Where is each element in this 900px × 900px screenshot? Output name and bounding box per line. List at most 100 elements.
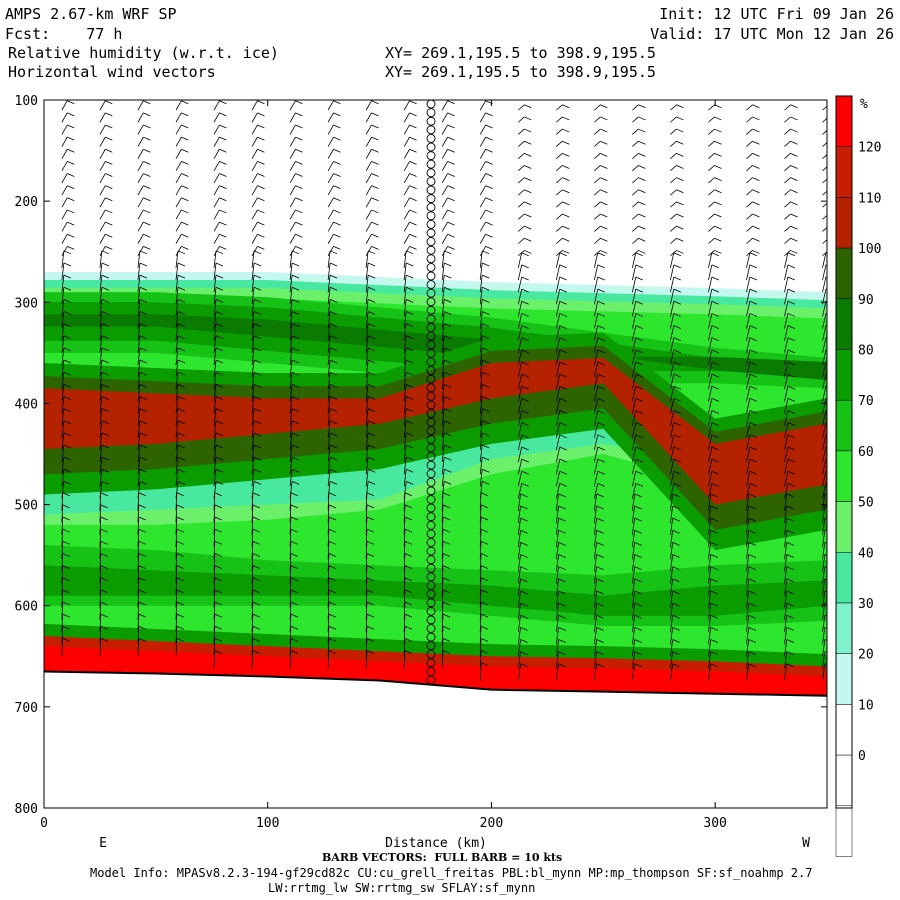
wind-barb-shaft [61,384,65,402]
wind-barb-shaft [289,638,292,657]
wind-barb-flag [406,396,414,400]
wind-barb-shaft [365,197,372,208]
wind-barb-flag [749,446,758,451]
wind-barb-shaft [822,458,827,475]
wind-barb-shaft [251,614,254,633]
wind-barb-flag [143,173,151,177]
wind-barb-flag [714,250,722,254]
wind-barb-shaft [631,663,636,681]
wind-barb-shaft [708,116,715,123]
wind-barb-flag [752,225,760,230]
model-info: Model Info: MPASv8.2.3-194-gf29cd82c CU:… [90,866,813,880]
wind-barb-shaft [99,149,106,159]
wind-barb-flag [482,323,490,328]
wind-barb-shaft [479,209,486,220]
wind-barb-flag [139,250,148,255]
wind-barb-shaft [365,469,369,487]
wind-barb-shaft [61,161,68,171]
wind-barb-shaft [213,529,216,548]
wind-barb-flag [257,233,265,238]
wind-barb-flag [177,456,186,461]
wind-barb-shaft [822,578,826,596]
wind-barb-shaft [289,517,292,535]
wind-barb-flag [634,651,642,656]
wind-barb-shaft [251,492,254,511]
wind-barb-flag [829,105,836,108]
wind-barb-shaft [251,234,258,244]
wind-barb-shaft [251,565,254,584]
wind-barb-shaft [784,165,791,172]
wind-barb-shaft [746,201,753,208]
wind-barb-shaft [289,614,292,633]
wind-barb-shaft [61,221,68,232]
wind-barb-flag [252,516,260,521]
wind-barb-shaft [327,149,334,159]
wind-barb-flag [219,161,227,165]
wind-barb-flag [138,601,146,606]
wind-barb-shaft [822,374,827,390]
wind-barb-shaft [441,149,448,159]
wind-barb-flag [253,286,262,291]
wind-barb-shaft [175,396,179,414]
wind-barb-flag [829,129,836,132]
wind-barb-flag [672,578,680,583]
wind-barb-flag [596,614,604,619]
wind-barb-shaft [594,177,601,184]
wind-barb-flag [442,638,451,642]
wind-barb-flag [329,432,338,437]
wind-barb-shaft [594,140,601,147]
wind-barb-flag [138,528,146,533]
wind-barb-shaft [137,136,144,147]
wind-barb-shaft [517,434,523,451]
wind-barb-flag [444,286,452,291]
wind-barb-flag [711,422,719,427]
wind-barb-shaft [517,518,521,535]
colorbar-swatch [835,501,853,553]
wind-barb-flag [290,638,299,642]
wind-barb-flag [482,408,490,412]
wind-barb-flag [371,136,379,141]
wind-barb-flag [214,528,222,533]
wind-barb-shaft [822,190,827,196]
wind-barb-shaft [822,422,827,438]
wind-barb-flag [291,274,300,279]
wind-barb-shaft [441,221,448,232]
wind-barb-shaft [593,434,599,451]
wind-barb-shaft [289,311,293,329]
wind-barb-shaft [403,299,407,317]
wind-barb-flag [291,286,300,291]
wind-barb-flag [600,177,608,181]
wind-barb-shaft [327,504,330,523]
wind-barb-shaft [403,311,407,329]
wind-barb-shaft [99,250,103,268]
wind-barb-flag [105,185,113,190]
wind-barb-shaft [822,349,827,366]
wind-barb-shaft [555,458,561,475]
wind-barb-shaft [555,566,559,584]
wind-barb-shaft [251,577,254,596]
wind-barb-shaft [175,112,182,123]
wind-barb-shaft [403,149,410,159]
wind-barb-shaft [556,153,563,159]
wind-barb-flag [406,371,414,376]
wind-barb-flag [480,650,489,654]
wind-barb-shaft [403,517,406,535]
wind-barb-flag [101,383,110,388]
wind-barb-flag [752,152,760,157]
wind-barb-flag [442,540,451,545]
wind-barb-shaft [479,347,483,366]
wind-barb-shaft [289,234,296,244]
wind-barb-flag [63,408,72,412]
wind-barb-shaft [670,128,677,135]
wind-barb-flag [824,517,827,520]
wind-barb-flag [559,337,567,342]
wind-barb-shaft [137,185,144,196]
wind-barb-flag [482,359,490,364]
wind-barb-flag [752,140,760,145]
wind-barb-flag [143,124,151,129]
wind-barb-shaft [365,541,368,560]
wind-barb-flag [676,189,684,194]
wind-barb-flag [219,173,227,177]
wind-barb-shaft [365,614,368,633]
column-marker [426,357,436,367]
